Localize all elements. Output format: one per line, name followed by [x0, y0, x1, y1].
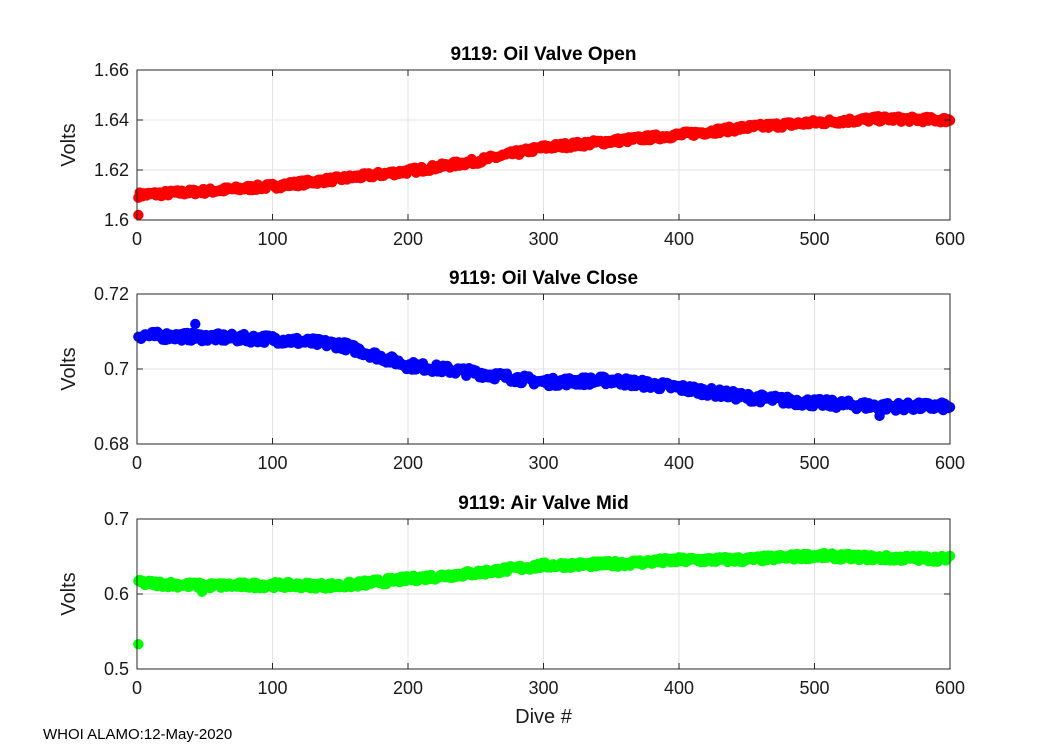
- y-tick-label: 0.68: [94, 434, 129, 454]
- data-point-outlier: [133, 639, 144, 650]
- x-tick-label: 100: [257, 678, 287, 698]
- y-axis-label: Volts: [58, 347, 80, 390]
- y-tick-label: 0.6: [104, 584, 129, 604]
- data-point-outlier: [196, 586, 208, 597]
- x-tick-label: 200: [393, 678, 423, 698]
- data-point-outlier: [133, 209, 144, 221]
- data-points: [133, 547, 956, 650]
- subplot-3: 0 100 200 300 400 500 600 0.5 0.6 0.7 9119: Air Va…: [58, 493, 965, 728]
- x-tick-label: 400: [664, 229, 694, 249]
- x-tick-label: 600: [935, 678, 965, 698]
- y-tick-label: 1.62: [94, 160, 129, 180]
- x-tick-label: 300: [528, 453, 558, 473]
- x-tick-label: 600: [935, 229, 965, 249]
- y-tick-label: 1.6: [104, 210, 129, 230]
- y-tick-label: 1.64: [94, 110, 129, 130]
- x-tick-label: 0: [132, 678, 142, 698]
- x-tick-label: 500: [799, 678, 829, 698]
- x-tick-label: 500: [799, 229, 829, 249]
- data-points: [133, 111, 956, 221]
- x-tick-label: 100: [257, 453, 287, 473]
- chart-title: 9119: Oil Valve Open: [451, 44, 637, 65]
- y-tick-label: 0.72: [94, 284, 129, 304]
- chart-title: 9119: Air Valve Mid: [458, 493, 628, 514]
- subplot-2: 0 100 200 300 400 500 600 0.68 0.7 0.72 9119: Oil …: [58, 268, 965, 473]
- data-point-outlier: [190, 318, 201, 330]
- y-tick-label: 0.5: [104, 659, 129, 679]
- x-tick-label: 200: [393, 453, 423, 473]
- data-points: [133, 318, 956, 422]
- y-tick-label: 1.66: [94, 60, 129, 80]
- chart-title: 9119: Oil Valve Close: [449, 268, 638, 289]
- y-tick-label: 0.7: [104, 509, 129, 529]
- footer-timestamp: WHOI ALAMO:12-May-2020: [43, 726, 233, 743]
- x-tick-label: 0: [132, 453, 142, 473]
- x-tick-label: 300: [528, 678, 558, 698]
- data-point-outlier: [874, 410, 885, 422]
- x-tick-label: 100: [257, 229, 287, 249]
- x-tick-label: 500: [799, 453, 829, 473]
- x-tick-label: 400: [664, 453, 694, 473]
- y-axis-label: Volts: [58, 123, 80, 166]
- subplot-1: 0 100 200 300 400 500 600 1.6 1.62 1.64 1.66 9119: …: [58, 44, 965, 249]
- y-tick-label: 0.7: [104, 359, 129, 379]
- x-axis-label: Dive #: [515, 706, 573, 728]
- x-tick-label: 600: [935, 453, 965, 473]
- y-axis-label: Volts: [58, 572, 80, 615]
- x-tick-label: 400: [664, 678, 694, 698]
- x-tick-label: 300: [528, 229, 558, 249]
- x-tick-label: 200: [393, 229, 423, 249]
- x-tick-label: 0: [132, 229, 142, 249]
